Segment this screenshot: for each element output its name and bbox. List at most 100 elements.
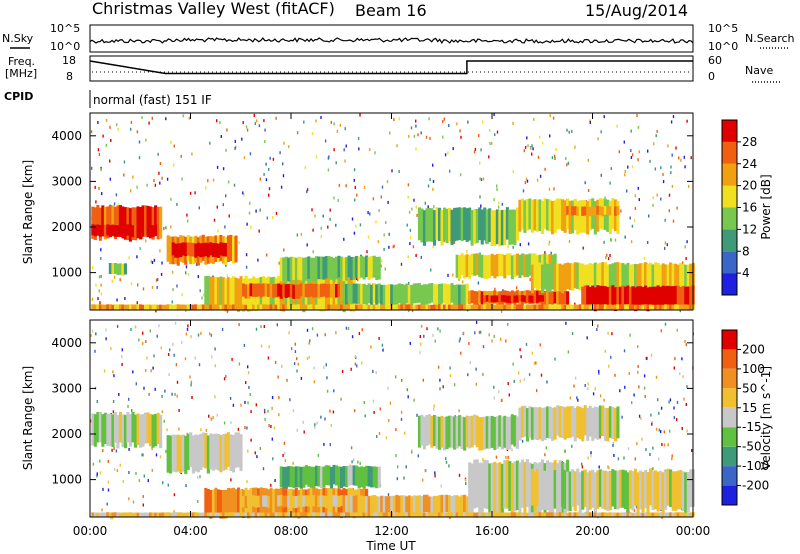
- noise-cell: [361, 328, 363, 332]
- data-cell: [433, 512, 437, 517]
- data-cell: [480, 304, 484, 310]
- data-cell: [681, 285, 685, 309]
- noise-cell: [123, 160, 126, 164]
- data-cell: [659, 286, 663, 311]
- data-cell: [390, 284, 394, 306]
- noise-cell: [657, 398, 659, 402]
- noise-cell: [647, 241, 649, 244]
- data-cell: [548, 304, 552, 311]
- noise-cell: [332, 410, 335, 414]
- data-cell: [319, 256, 323, 280]
- data-cell: [206, 276, 210, 307]
- noise-cell: [316, 421, 318, 425]
- noise-cell: [682, 375, 684, 379]
- data-cell: [156, 412, 160, 444]
- data-cell: [621, 469, 625, 508]
- data-cell: [113, 412, 117, 443]
- noise-cell: [268, 167, 270, 171]
- noise-cell: [501, 398, 503, 402]
- noise-cell: [671, 153, 673, 157]
- noise-cell: [519, 379, 521, 383]
- noise-cell: [306, 243, 308, 247]
- noise-cell: [614, 373, 616, 377]
- noise-cell: [212, 416, 214, 420]
- data-cell: [551, 304, 555, 310]
- noise-cell: [600, 130, 602, 134]
- data-cell: [433, 304, 437, 311]
- noise-cell: [132, 500, 135, 504]
- data-cell: [272, 304, 276, 310]
- data-cell: [342, 257, 346, 282]
- data-cell: [598, 206, 602, 216]
- data-cell: [214, 433, 218, 470]
- data-cell: [254, 283, 258, 297]
- noise-cell: [138, 338, 140, 342]
- data-cell: [649, 262, 653, 290]
- data-cell: [468, 255, 472, 279]
- noise-cell: [197, 500, 199, 503]
- data-cell: [312, 257, 316, 282]
- data-cell: [367, 256, 371, 280]
- noise-cell: [528, 373, 531, 377]
- noise-cell: [624, 173, 626, 177]
- data-cell: [121, 225, 125, 237]
- data-cell: [576, 304, 580, 311]
- data-cell: [460, 495, 464, 513]
- data-cell: [332, 512, 336, 517]
- noise-cell: [655, 427, 658, 431]
- data-cell: [387, 496, 391, 515]
- noise-cell: [531, 351, 533, 355]
- data-cell: [357, 495, 361, 513]
- data-cell: [480, 254, 484, 278]
- noise-cell: [410, 126, 413, 130]
- data-cell: [576, 512, 580, 517]
- data-cell: [669, 262, 673, 289]
- data-cell: [581, 470, 585, 510]
- noise-cell: [182, 114, 184, 118]
- noise-cell: [113, 202, 116, 206]
- data-cell: [239, 512, 243, 517]
- data-cell: [596, 304, 600, 310]
- data-cell: [319, 512, 323, 518]
- data-cell: [596, 407, 600, 440]
- data-cell: [448, 304, 452, 311]
- noise-cell: [493, 198, 495, 202]
- y-tick-label: 4000: [51, 336, 82, 350]
- data-cell: [279, 257, 283, 282]
- data-cell: [626, 512, 630, 517]
- colorbar-block: [722, 388, 737, 408]
- data-cell: [282, 283, 286, 297]
- data-cell: [508, 304, 512, 311]
- data-cell: [219, 434, 223, 473]
- data-cell: [573, 408, 577, 442]
- data-cell: [546, 470, 550, 511]
- data-cell: [541, 408, 545, 442]
- data-cell: [317, 466, 321, 487]
- data-cell: [156, 207, 160, 240]
- data-cell: [390, 495, 394, 515]
- data-cell: [583, 264, 587, 294]
- data-cell: [174, 243, 178, 258]
- noise-cell: [294, 350, 297, 354]
- noise-cell: [330, 424, 332, 427]
- noise-cell: [397, 465, 399, 469]
- noise-cell: [367, 211, 369, 215]
- data-cell: [141, 414, 145, 447]
- data-cell: [350, 512, 354, 518]
- noise-cell: [269, 156, 271, 160]
- noise-cell: [200, 428, 202, 432]
- noise-cell: [245, 253, 248, 257]
- noise-cell: [281, 364, 283, 368]
- data-cell: [171, 512, 175, 518]
- data-cell: [304, 495, 308, 507]
- noise-cell: [96, 474, 98, 478]
- data-cell: [335, 495, 339, 507]
- noise-cell: [156, 334, 158, 338]
- data-cell: [513, 254, 517, 277]
- noise-cell: [161, 394, 163, 398]
- noise-cell: [326, 389, 329, 393]
- data-cell: [106, 224, 110, 236]
- noise-cell: [676, 328, 678, 332]
- noise-cell: [493, 113, 495, 117]
- data-cell: [546, 264, 550, 293]
